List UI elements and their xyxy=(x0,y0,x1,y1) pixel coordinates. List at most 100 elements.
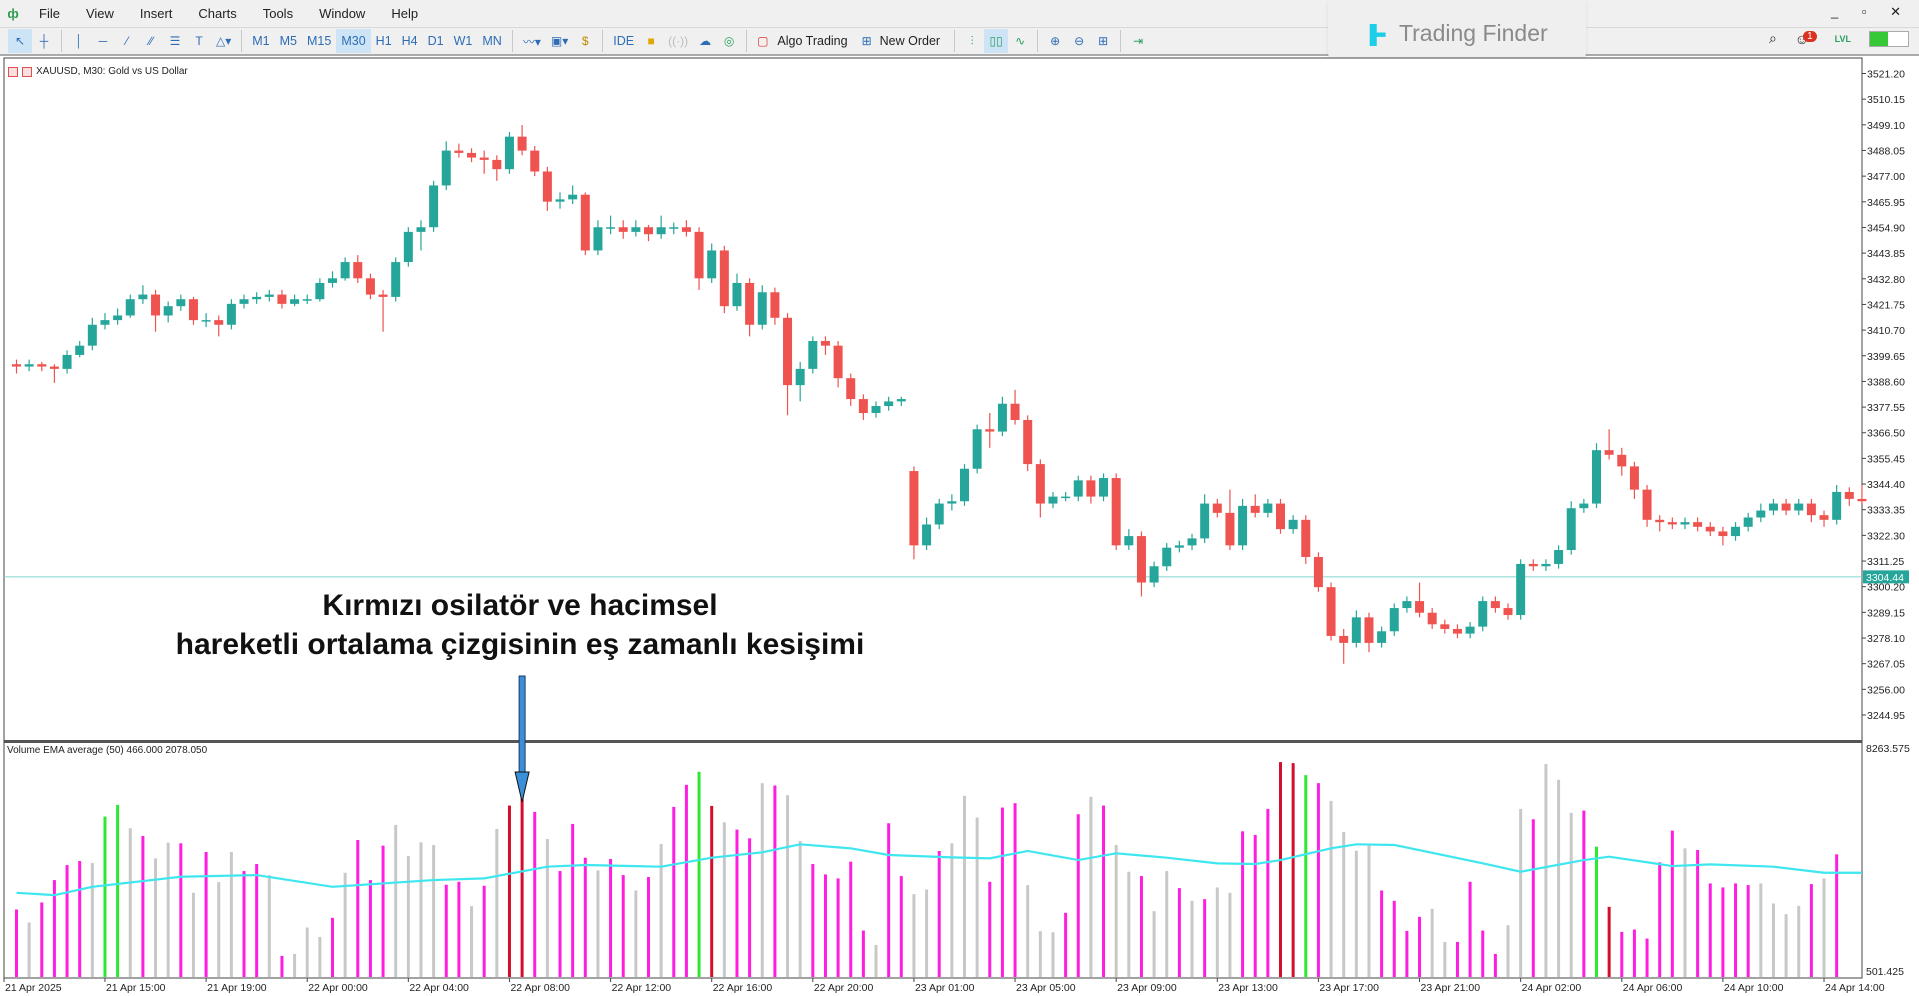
timeframe-m5[interactable]: M5 xyxy=(279,34,298,48)
line-chart-icon[interactable]: ∿ xyxy=(1015,34,1026,48)
timeframe-h1[interactable]: H1 xyxy=(375,34,392,48)
candle-bull xyxy=(1174,545,1184,548)
menu-tools[interactable]: Tools xyxy=(262,6,294,21)
volume-bar xyxy=(1089,796,1093,977)
volume-bar xyxy=(760,783,764,977)
text-icon[interactable]: T xyxy=(195,34,203,48)
candle-bull xyxy=(1048,496,1058,504)
cloud-icon[interactable]: ☁ xyxy=(699,34,712,48)
window-controls[interactable]: _ ▫ ✕ xyxy=(1831,4,1911,19)
volume-bar xyxy=(90,863,94,977)
candle-bull xyxy=(1187,538,1197,546)
signal-icon[interactable]: ((·)) xyxy=(668,34,689,48)
volume-bar xyxy=(773,785,777,977)
timeframe-m30[interactable]: M30 xyxy=(336,29,371,53)
annotation-text: Kırmızı osilatör ve hacimsel hareketli o… xyxy=(120,586,920,664)
volume-bar xyxy=(166,842,170,977)
timeframe-h4[interactable]: H4 xyxy=(401,34,418,48)
candle-bull xyxy=(1061,496,1071,499)
vps-icon[interactable]: ◎ xyxy=(723,34,735,48)
candle-bear xyxy=(277,294,287,304)
zoom-out-icon[interactable]: ⊖ xyxy=(1074,34,1085,48)
new-order-button[interactable]: ⊞ New Order xyxy=(857,29,950,53)
candle-bear xyxy=(858,399,868,414)
candle-bear xyxy=(783,317,793,386)
candle-bull xyxy=(138,294,148,300)
volume-bar xyxy=(1266,808,1270,977)
menu-window[interactable]: Window xyxy=(319,6,366,21)
volume-bar xyxy=(1746,885,1750,977)
timeframe-w1[interactable]: W1 xyxy=(453,34,473,48)
cursor-icon[interactable]: ↖ xyxy=(8,29,32,53)
volume-bar xyxy=(1038,931,1042,977)
volume-bar xyxy=(823,874,827,977)
volume-bar xyxy=(786,795,790,977)
time-tick-label: 24 Apr 02:00 xyxy=(1522,982,1582,994)
algo-trading-button[interactable]: ▢ Algo Trading xyxy=(752,29,857,53)
zoom-in-icon[interactable]: ⊕ xyxy=(1050,34,1061,48)
timeframe-m15[interactable]: M15 xyxy=(307,34,332,48)
timeframe-mn[interactable]: MN xyxy=(482,34,502,48)
candle-bull xyxy=(441,150,451,186)
candlestick-icon[interactable]: ▯▯ xyxy=(984,29,1009,53)
tile-windows-icon[interactable]: ⊞ xyxy=(1098,34,1109,48)
candle-bear xyxy=(1844,491,1854,499)
menu-help[interactable]: Help xyxy=(391,6,419,21)
menu-charts[interactable]: Charts xyxy=(198,6,237,21)
price-tick-label: 3355.45 xyxy=(1867,453,1905,465)
templates-icon[interactable]: ▣▾ xyxy=(550,34,569,48)
crosshair-icon[interactable]: ┼ xyxy=(39,34,49,48)
divider xyxy=(954,30,956,52)
volume-bar xyxy=(470,906,474,977)
time-tick-label: 23 Apr 09:00 xyxy=(1117,982,1177,994)
time-tick-label: 24 Apr 06:00 xyxy=(1623,982,1683,994)
market-icon[interactable]: $ xyxy=(581,34,589,48)
volume-bar xyxy=(583,857,587,977)
candle-bear xyxy=(1806,503,1816,516)
menu-insert[interactable]: Insert xyxy=(139,6,173,21)
volume-bar xyxy=(1304,775,1308,977)
notifications-button[interactable]: ☺1 xyxy=(1795,30,1817,47)
bar-chart-icon[interactable]: ⫶ xyxy=(970,33,974,48)
volume-bar xyxy=(1582,810,1586,977)
horizontal-line-icon[interactable]: ─ xyxy=(98,34,108,48)
volume-bar xyxy=(394,824,398,977)
volume-bar xyxy=(1279,762,1282,977)
search-icon[interactable]: ⌕ xyxy=(1768,30,1777,46)
volume-bar xyxy=(103,816,107,977)
trendline-icon[interactable]: ⁄ xyxy=(125,34,128,48)
candle-bull xyxy=(1554,550,1564,564)
menu-file[interactable]: File xyxy=(39,6,60,21)
shapes-icon[interactable]: △▾ xyxy=(216,34,232,48)
theme-toggle[interactable] xyxy=(1869,30,1909,47)
candle-bull xyxy=(340,262,350,279)
price-tick-label: 3256.00 xyxy=(1867,684,1905,696)
candle-bear xyxy=(1301,519,1311,557)
plus-icon: ⊞ xyxy=(861,34,872,48)
shopping-bag-icon[interactable]: ■ xyxy=(647,34,655,48)
menu-view[interactable]: View xyxy=(85,6,114,21)
trading-finder-logo: ⱶ Trading Finder xyxy=(1328,0,1586,66)
price-tick-label: 3410.70 xyxy=(1867,325,1905,337)
annotation-line-1: Kırmızı osilatör ve hacimsel xyxy=(322,589,718,622)
volume-bar xyxy=(975,817,979,977)
channel-icon[interactable]: ∕∕ xyxy=(148,34,153,48)
autoscroll-icon[interactable]: ⇥ xyxy=(1133,34,1144,48)
timeframe-m1[interactable]: M1 xyxy=(252,34,270,48)
ide-button[interactable]: IDE xyxy=(613,34,635,48)
candle-bear xyxy=(846,378,856,400)
volume-bar xyxy=(836,878,840,977)
candle-bull xyxy=(1162,547,1172,567)
vertical-line-icon[interactable]: │ xyxy=(75,34,83,48)
lvl-icon[interactable]: LVL xyxy=(1834,33,1851,44)
volume-bar xyxy=(1241,831,1245,977)
volume-bar xyxy=(1645,938,1649,977)
candle-bear xyxy=(12,364,21,367)
pane-separator[interactable] xyxy=(4,740,1862,743)
volume-bar xyxy=(988,881,992,977)
time-tick-label: 22 Apr 08:00 xyxy=(510,982,570,994)
timeframe-d1[interactable]: D1 xyxy=(427,34,444,48)
indicators-icon[interactable]: 〰▾ xyxy=(522,34,541,49)
fibonacci-icon[interactable]: ☰ xyxy=(169,34,181,48)
